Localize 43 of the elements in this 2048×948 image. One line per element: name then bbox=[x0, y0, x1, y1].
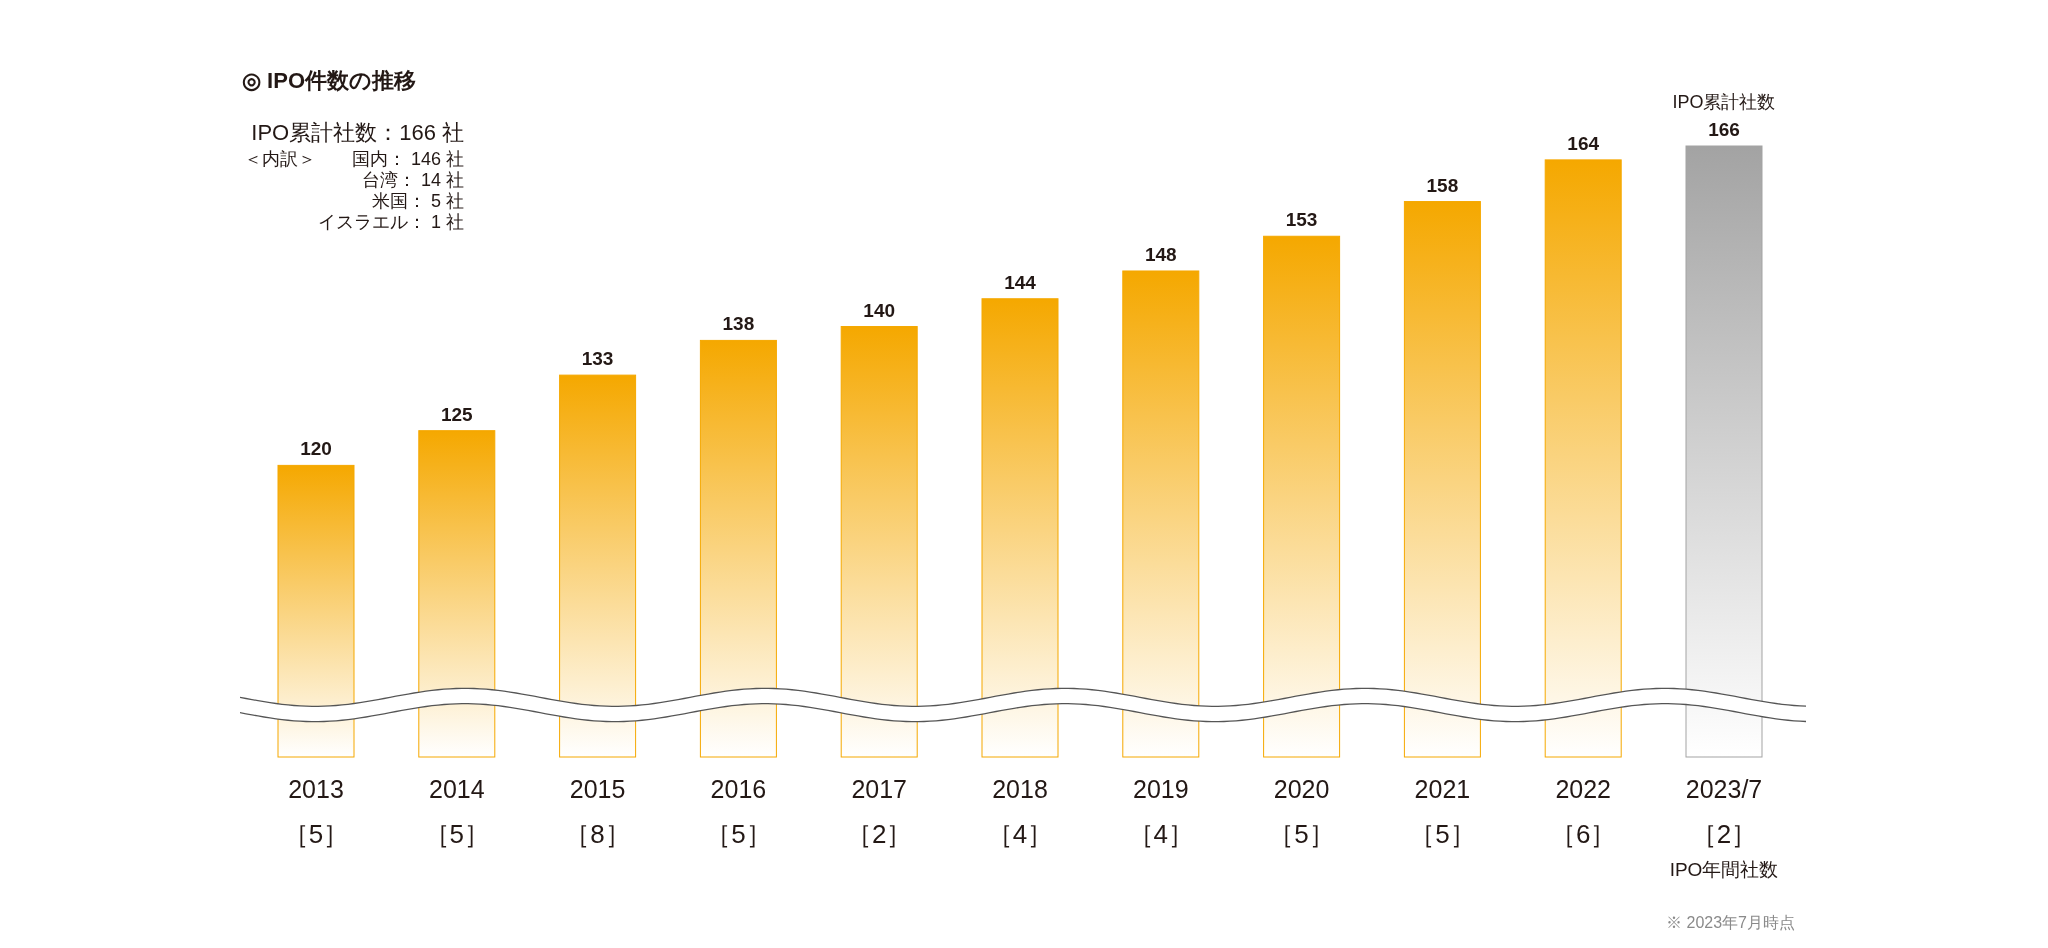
data-label: 158 bbox=[1426, 174, 1459, 196]
data-label: 120 bbox=[300, 438, 332, 460]
data-label: 140 bbox=[863, 299, 896, 321]
text: ［4］ bbox=[986, 819, 1054, 849]
x-tick-label: 2013 bbox=[288, 775, 344, 803]
x-tick-label: 2022 bbox=[1555, 775, 1612, 803]
text: ［4］ bbox=[1127, 819, 1195, 849]
data-label: 148 bbox=[1144, 243, 1177, 265]
x-tick-label: 2017 bbox=[851, 775, 908, 803]
x-tick-label: 2015 bbox=[569, 775, 626, 803]
data-label: 133 bbox=[581, 348, 614, 370]
text: ［6］ bbox=[1549, 819, 1617, 849]
x-tick-label: 2016 bbox=[710, 775, 767, 803]
text: IPO年間社数 bbox=[1669, 859, 1779, 880]
text: ［5］ bbox=[705, 819, 772, 849]
annotation: 国内： 146 社 bbox=[351, 149, 464, 169]
text: ［5］ bbox=[1268, 819, 1335, 849]
x-tick-label: 2019 bbox=[1132, 775, 1189, 803]
annotation: 米国： 5 社 bbox=[371, 191, 464, 211]
data-label: 153 bbox=[1285, 209, 1318, 231]
text: ［2］ bbox=[1690, 819, 1758, 849]
data-label: 138 bbox=[722, 313, 755, 335]
x-tick-label: 2021 bbox=[1414, 775, 1471, 803]
annotation: ＜内訳＞ bbox=[244, 149, 316, 169]
data-label: 125 bbox=[440, 403, 474, 425]
x-tick-label: 2023/7 bbox=[1685, 775, 1763, 803]
text: ［5］ bbox=[423, 819, 491, 849]
data-label: 144 bbox=[1004, 271, 1037, 293]
text: ［5］ bbox=[282, 819, 350, 849]
annotation: イスラエル： 1 社 bbox=[317, 212, 464, 232]
text: ［2］ bbox=[845, 819, 913, 849]
x-tick-label: 2018 bbox=[992, 775, 1048, 803]
annotation: 台湾： 14 社 bbox=[361, 170, 464, 190]
text: ［5］ bbox=[1409, 819, 1476, 849]
text: ※ 2023年7月時点 bbox=[1666, 914, 1795, 931]
text: IPO累計社数 bbox=[1672, 92, 1776, 112]
text: IPO累計社数：166 社 bbox=[251, 120, 464, 145]
text: ［8］ bbox=[564, 819, 631, 849]
data-label: 164 bbox=[1567, 132, 1600, 154]
data-label: 166 bbox=[1708, 119, 1740, 140]
chart-title: ◎ IPO件数の推移 bbox=[242, 68, 417, 93]
x-tick-label: 2014 bbox=[428, 775, 485, 803]
x-tick-label: 2020 bbox=[1273, 775, 1330, 803]
